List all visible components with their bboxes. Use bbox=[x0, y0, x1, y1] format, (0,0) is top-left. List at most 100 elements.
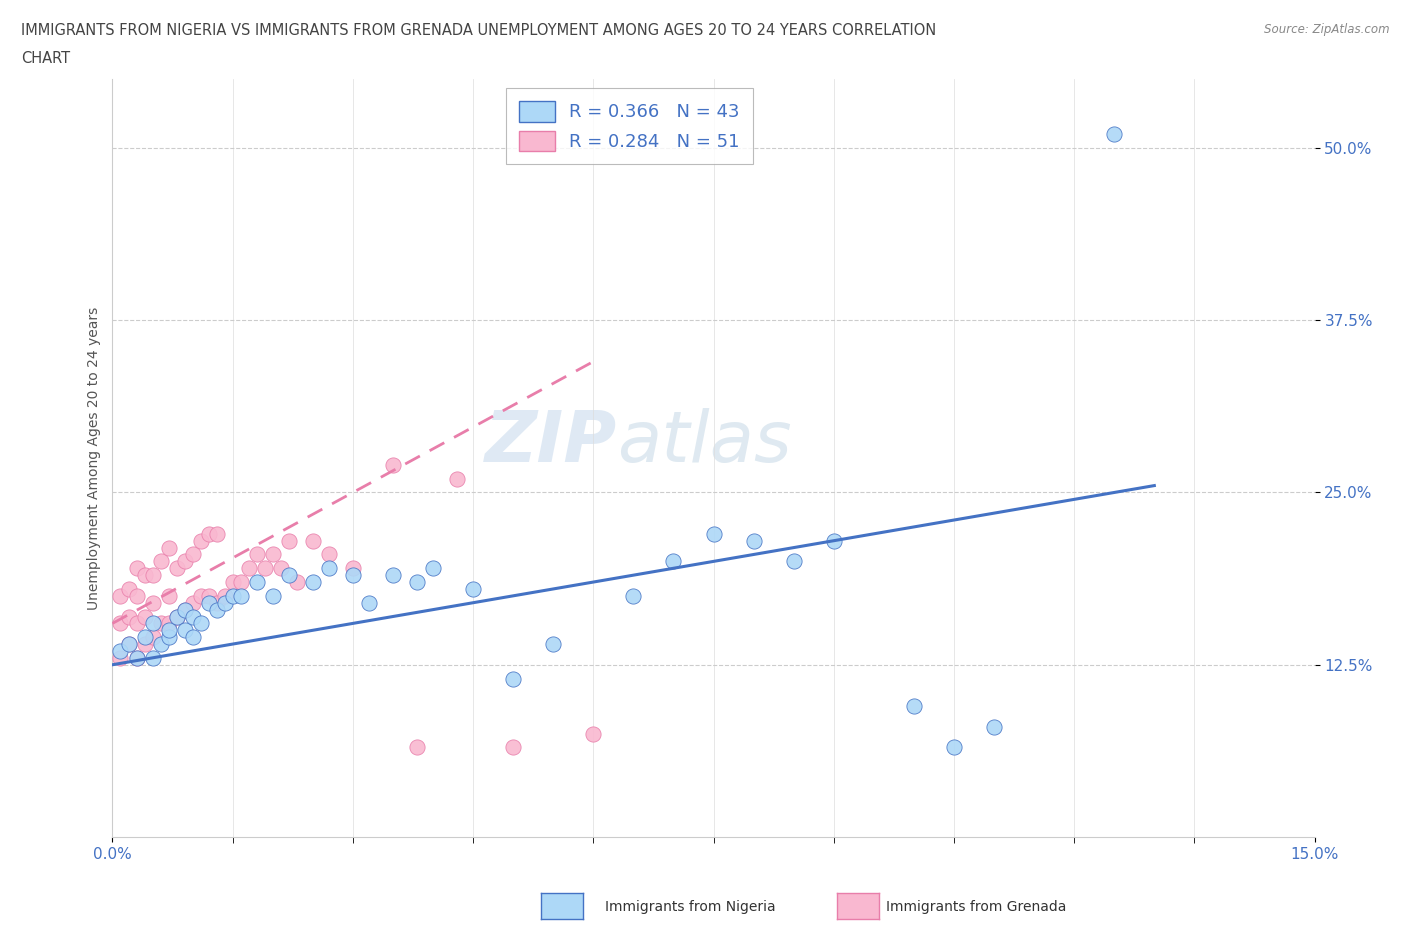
Point bbox=[502, 671, 524, 686]
Point bbox=[157, 540, 180, 555]
Point bbox=[157, 616, 180, 631]
Point bbox=[285, 575, 308, 590]
Point bbox=[134, 630, 156, 644]
Point bbox=[205, 603, 228, 618]
Point bbox=[110, 650, 132, 665]
Point bbox=[166, 609, 188, 624]
Point bbox=[262, 547, 284, 562]
Point bbox=[229, 575, 252, 590]
Point bbox=[782, 554, 804, 569]
Text: Immigrants from Grenada: Immigrants from Grenada bbox=[886, 899, 1066, 914]
Point bbox=[197, 526, 219, 541]
Text: atlas: atlas bbox=[617, 408, 792, 477]
Legend: R = 0.366   N = 43, R = 0.284   N = 51: R = 0.366 N = 43, R = 0.284 N = 51 bbox=[506, 88, 752, 164]
Point bbox=[125, 561, 148, 576]
Point bbox=[270, 561, 292, 576]
Point bbox=[117, 581, 139, 596]
Point bbox=[134, 609, 156, 624]
Point bbox=[149, 554, 172, 569]
Point bbox=[157, 630, 180, 644]
Text: CHART: CHART bbox=[21, 51, 70, 66]
Point bbox=[125, 616, 148, 631]
Point bbox=[141, 630, 163, 644]
Point bbox=[502, 740, 524, 755]
Point bbox=[110, 616, 132, 631]
Point bbox=[342, 561, 364, 576]
Point bbox=[173, 603, 195, 618]
Text: IMMIGRANTS FROM NIGERIA VS IMMIGRANTS FROM GRENADA UNEMPLOYMENT AMONG AGES 20 TO: IMMIGRANTS FROM NIGERIA VS IMMIGRANTS FR… bbox=[21, 23, 936, 38]
Point bbox=[197, 595, 219, 610]
Point bbox=[318, 561, 340, 576]
Point bbox=[357, 595, 380, 610]
Point bbox=[942, 740, 965, 755]
Point bbox=[446, 472, 468, 486]
Point bbox=[662, 554, 685, 569]
Point bbox=[246, 547, 269, 562]
Point bbox=[277, 567, 299, 582]
Point bbox=[141, 595, 163, 610]
Point bbox=[190, 533, 212, 548]
Point bbox=[117, 637, 139, 652]
Text: Source: ZipAtlas.com: Source: ZipAtlas.com bbox=[1264, 23, 1389, 36]
Point bbox=[190, 616, 212, 631]
Point bbox=[166, 561, 188, 576]
Point bbox=[190, 589, 212, 604]
Point bbox=[382, 567, 405, 582]
Point bbox=[903, 698, 925, 713]
Point bbox=[117, 637, 139, 652]
Point bbox=[342, 567, 364, 582]
Y-axis label: Unemployment Among Ages 20 to 24 years: Unemployment Among Ages 20 to 24 years bbox=[87, 306, 101, 610]
Point bbox=[181, 595, 204, 610]
Point bbox=[134, 567, 156, 582]
Point bbox=[582, 726, 605, 741]
Point bbox=[125, 650, 148, 665]
Point bbox=[141, 650, 163, 665]
Point bbox=[277, 533, 299, 548]
Point bbox=[157, 589, 180, 604]
Point bbox=[214, 595, 236, 610]
Point bbox=[318, 547, 340, 562]
Point bbox=[173, 603, 195, 618]
Point bbox=[543, 637, 565, 652]
Point bbox=[166, 609, 188, 624]
Point bbox=[110, 644, 132, 658]
Point bbox=[253, 561, 276, 576]
Point bbox=[246, 575, 269, 590]
Point bbox=[1102, 126, 1125, 141]
Point bbox=[181, 609, 204, 624]
Point bbox=[149, 616, 172, 631]
Point bbox=[406, 575, 429, 590]
Point bbox=[302, 575, 325, 590]
Point bbox=[149, 637, 172, 652]
Point bbox=[110, 589, 132, 604]
Point bbox=[125, 650, 148, 665]
Point bbox=[205, 595, 228, 610]
Point bbox=[229, 589, 252, 604]
Point bbox=[197, 589, 219, 604]
Point bbox=[983, 719, 1005, 734]
Point bbox=[302, 533, 325, 548]
Point bbox=[382, 458, 405, 472]
Point bbox=[222, 589, 245, 604]
Point bbox=[823, 533, 845, 548]
Point bbox=[141, 616, 163, 631]
Point bbox=[238, 561, 260, 576]
Point bbox=[173, 623, 195, 638]
Point bbox=[621, 589, 644, 604]
Point bbox=[157, 623, 180, 638]
Point bbox=[461, 581, 484, 596]
Point bbox=[181, 547, 204, 562]
Point bbox=[742, 533, 765, 548]
Point bbox=[205, 526, 228, 541]
Text: ZIP: ZIP bbox=[485, 408, 617, 477]
Point bbox=[262, 589, 284, 604]
Point bbox=[406, 740, 429, 755]
Point bbox=[222, 575, 245, 590]
Text: Immigrants from Nigeria: Immigrants from Nigeria bbox=[605, 899, 775, 914]
Point bbox=[141, 567, 163, 582]
Point bbox=[422, 561, 444, 576]
Point bbox=[125, 589, 148, 604]
Point bbox=[702, 526, 725, 541]
Point bbox=[117, 609, 139, 624]
Point bbox=[214, 589, 236, 604]
